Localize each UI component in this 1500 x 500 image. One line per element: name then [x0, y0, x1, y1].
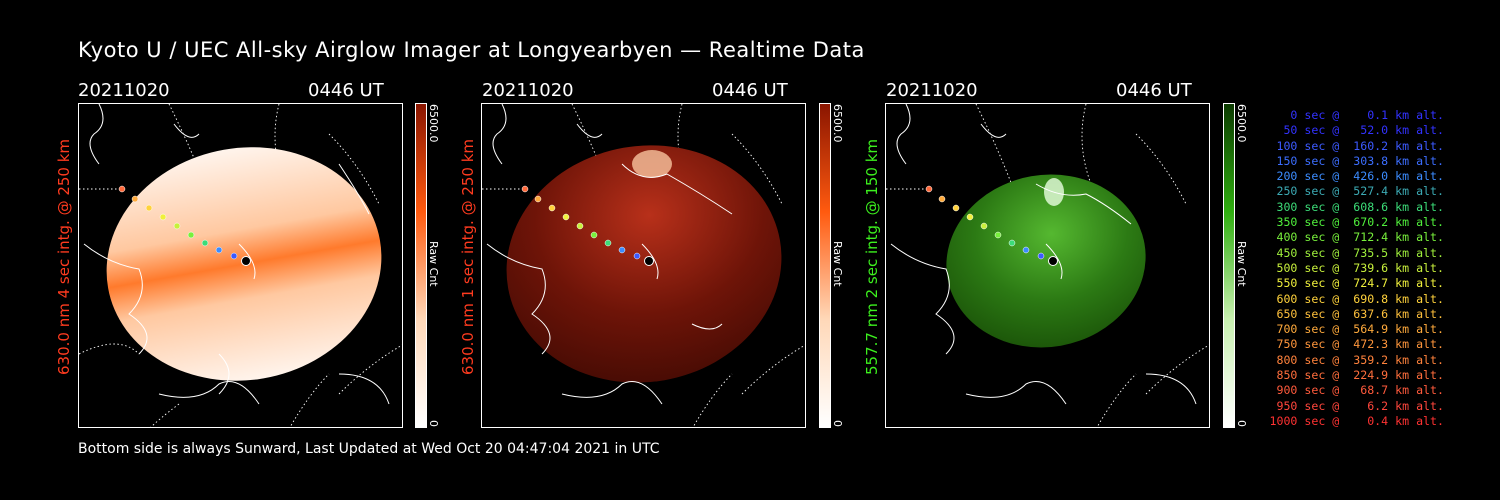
legend-row: 600 sec @ 690.8 km alt.: [1269, 291, 1444, 306]
allsky-map: [79, 104, 402, 427]
colorbar-min-label: 0: [427, 420, 440, 427]
legend-row: 0 sec @ 0.1 km alt.: [1269, 108, 1444, 122]
panel-date: 20211020: [482, 80, 574, 101]
allsky-map: [886, 104, 1209, 427]
panel-wavelength-label: 630.0 nm 1 sec intg. @ 250 km: [459, 138, 477, 375]
colorbar-unit-label: Raw Cnt: [1235, 241, 1248, 287]
legend-row: 950 sec @ 6.2 km alt.: [1269, 398, 1444, 413]
colorbar: [1223, 103, 1235, 428]
legend-row: 400 sec @ 712.4 km alt.: [1269, 230, 1444, 245]
legend-row: 1000 sec @ 0.4 km alt.: [1269, 413, 1444, 428]
trajectory-legend: 0 sec @ 0.1 km alt. 50 sec @ 52.0 km alt…: [1262, 108, 1444, 429]
colorbar: [819, 103, 831, 428]
panel-time: 0446 UT: [308, 80, 384, 101]
trajectory: [521, 185, 654, 266]
aurora-patch: [632, 150, 672, 178]
coastline: [890, 104, 1197, 405]
legend-row: 300 sec @ 608.6 km alt.: [1269, 199, 1444, 214]
panel-date: 20211020: [78, 80, 170, 101]
legend-row: 700 sec @ 564.9 km alt.: [1269, 322, 1444, 337]
legend-row: 200 sec @ 426.0 km alt.: [1269, 169, 1444, 184]
panel-time: 0446 UT: [1116, 80, 1192, 101]
legend-row: 850 sec @ 224.9 km alt.: [1269, 368, 1444, 383]
trajectory: [925, 185, 1058, 266]
legend-row: 800 sec @ 359.2 km alt.: [1269, 352, 1444, 367]
legend-row: 250 sec @ 527.4 km alt.: [1269, 184, 1444, 199]
trajectory: [118, 185, 251, 266]
panel-time: 0446 UT: [712, 80, 788, 101]
legend-row: 500 sec @ 739.6 km alt.: [1269, 260, 1444, 275]
airglow-disk: [946, 174, 1146, 348]
panel-wavelength-label: 557.7 nm 2 sec intg. @ 150 km: [863, 138, 881, 375]
airglow-disk: [506, 145, 782, 383]
legend-row: 550 sec @ 724.7 km alt.: [1269, 276, 1444, 291]
coastline: [83, 104, 390, 405]
panel-wavelength-label: 630.0 nm 4 sec intg. @ 250 km: [55, 138, 73, 375]
allsky-image-630-4s: [78, 103, 403, 428]
colorbar-max-label: 6500.0: [1235, 104, 1248, 143]
legend-row: 150 sec @ 303.8 km alt.: [1269, 153, 1444, 168]
legend-row: 350 sec @ 670.2 km alt.: [1269, 215, 1444, 230]
colorbar-unit-label: Raw Cnt: [427, 241, 440, 287]
grid-lines: [886, 104, 1209, 427]
legend-row: 100 sec @ 160.2 km alt.: [1269, 138, 1444, 153]
coastline: [486, 104, 733, 405]
allsky-map: [482, 104, 805, 427]
legend-row: 900 sec @ 68.7 km alt.: [1269, 383, 1444, 398]
colorbar-max-label: 6500.0: [831, 104, 844, 143]
footer-note: Bottom side is always Sunward, Last Upda…: [78, 441, 660, 457]
colorbar-min-label: 0: [831, 420, 844, 427]
allsky-image-557-2s: [885, 103, 1210, 428]
page-title: Kyoto U / UEC All-sky Airglow Imager at …: [78, 38, 865, 62]
colorbar: [415, 103, 427, 428]
allsky-image-630-1s: [481, 103, 806, 428]
legend-row: 750 sec @ 472.3 km alt.: [1269, 337, 1444, 352]
panel-date: 20211020: [886, 80, 978, 101]
colorbar-unit-label: Raw Cnt: [831, 241, 844, 287]
colorbar-min-label: 0: [1235, 420, 1248, 427]
legend-row: 450 sec @ 735.5 km alt.: [1269, 245, 1444, 260]
colorbar-max-label: 6500.0: [427, 104, 440, 143]
legend-row: 650 sec @ 637.6 km alt.: [1269, 306, 1444, 321]
legend-row: 50 sec @ 52.0 km alt.: [1269, 123, 1444, 138]
